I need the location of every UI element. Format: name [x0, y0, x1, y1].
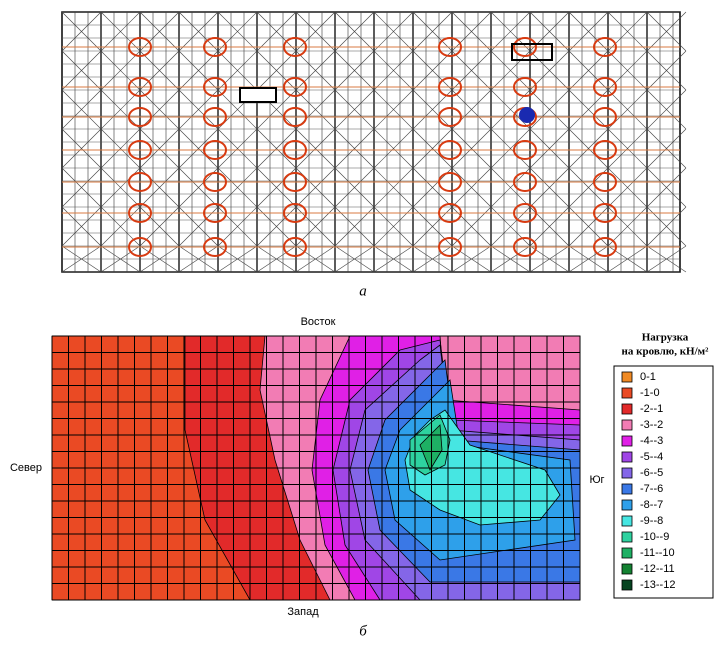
opening	[240, 88, 276, 102]
legend-swatch	[622, 580, 632, 590]
legend-swatch	[622, 532, 632, 542]
caption-b: б	[359, 623, 367, 639]
legend-label: -3--2	[640, 419, 663, 431]
legend-swatch	[622, 500, 632, 510]
legend-label: -9--8	[640, 515, 663, 527]
legend-swatch	[622, 372, 632, 382]
legend-swatch	[622, 404, 632, 414]
legend-swatch	[622, 452, 632, 462]
legend-label: -6--5	[640, 467, 663, 479]
legend-swatch	[622, 516, 632, 526]
label-east: Восток	[301, 316, 336, 328]
legend-swatch	[622, 420, 632, 430]
legend-label: -8--7	[640, 499, 663, 511]
figure: а Восток Север Юг Запад б Нагрузка на кр…	[0, 0, 727, 643]
legend-label: -2--1	[640, 403, 663, 415]
legend-label: -13--12	[640, 579, 675, 591]
legend-label: -11--10	[640, 547, 675, 559]
legend-label: -1-0	[640, 387, 660, 399]
legend-label: 0-1	[640, 371, 656, 383]
label-south: Юг	[589, 474, 604, 486]
page: а Восток Север Юг Запад б Нагрузка на кр…	[0, 0, 727, 648]
opening	[512, 44, 552, 60]
load-map	[52, 336, 580, 600]
legend-swatch	[622, 388, 632, 398]
legend-swatch	[622, 436, 632, 446]
structure-plan	[62, 12, 686, 272]
legend-title: на кровлю, кН/м²	[622, 346, 710, 358]
legend-label: -5--4	[640, 451, 663, 463]
caption-a: а	[359, 283, 367, 299]
legend-label: -10--9	[640, 531, 669, 543]
legend-swatch	[622, 548, 632, 558]
legend-label: -7--6	[640, 483, 663, 495]
legend-swatch	[622, 564, 632, 574]
legend-title: Нагрузка	[642, 332, 689, 344]
legend-label: -4--3	[640, 435, 663, 447]
label-west: Запад	[287, 606, 319, 618]
legend-label: -12--11	[640, 563, 675, 575]
label-north: Север	[10, 462, 42, 474]
legend-swatch	[622, 468, 632, 478]
legend-swatch	[622, 484, 632, 494]
marker	[519, 107, 535, 123]
